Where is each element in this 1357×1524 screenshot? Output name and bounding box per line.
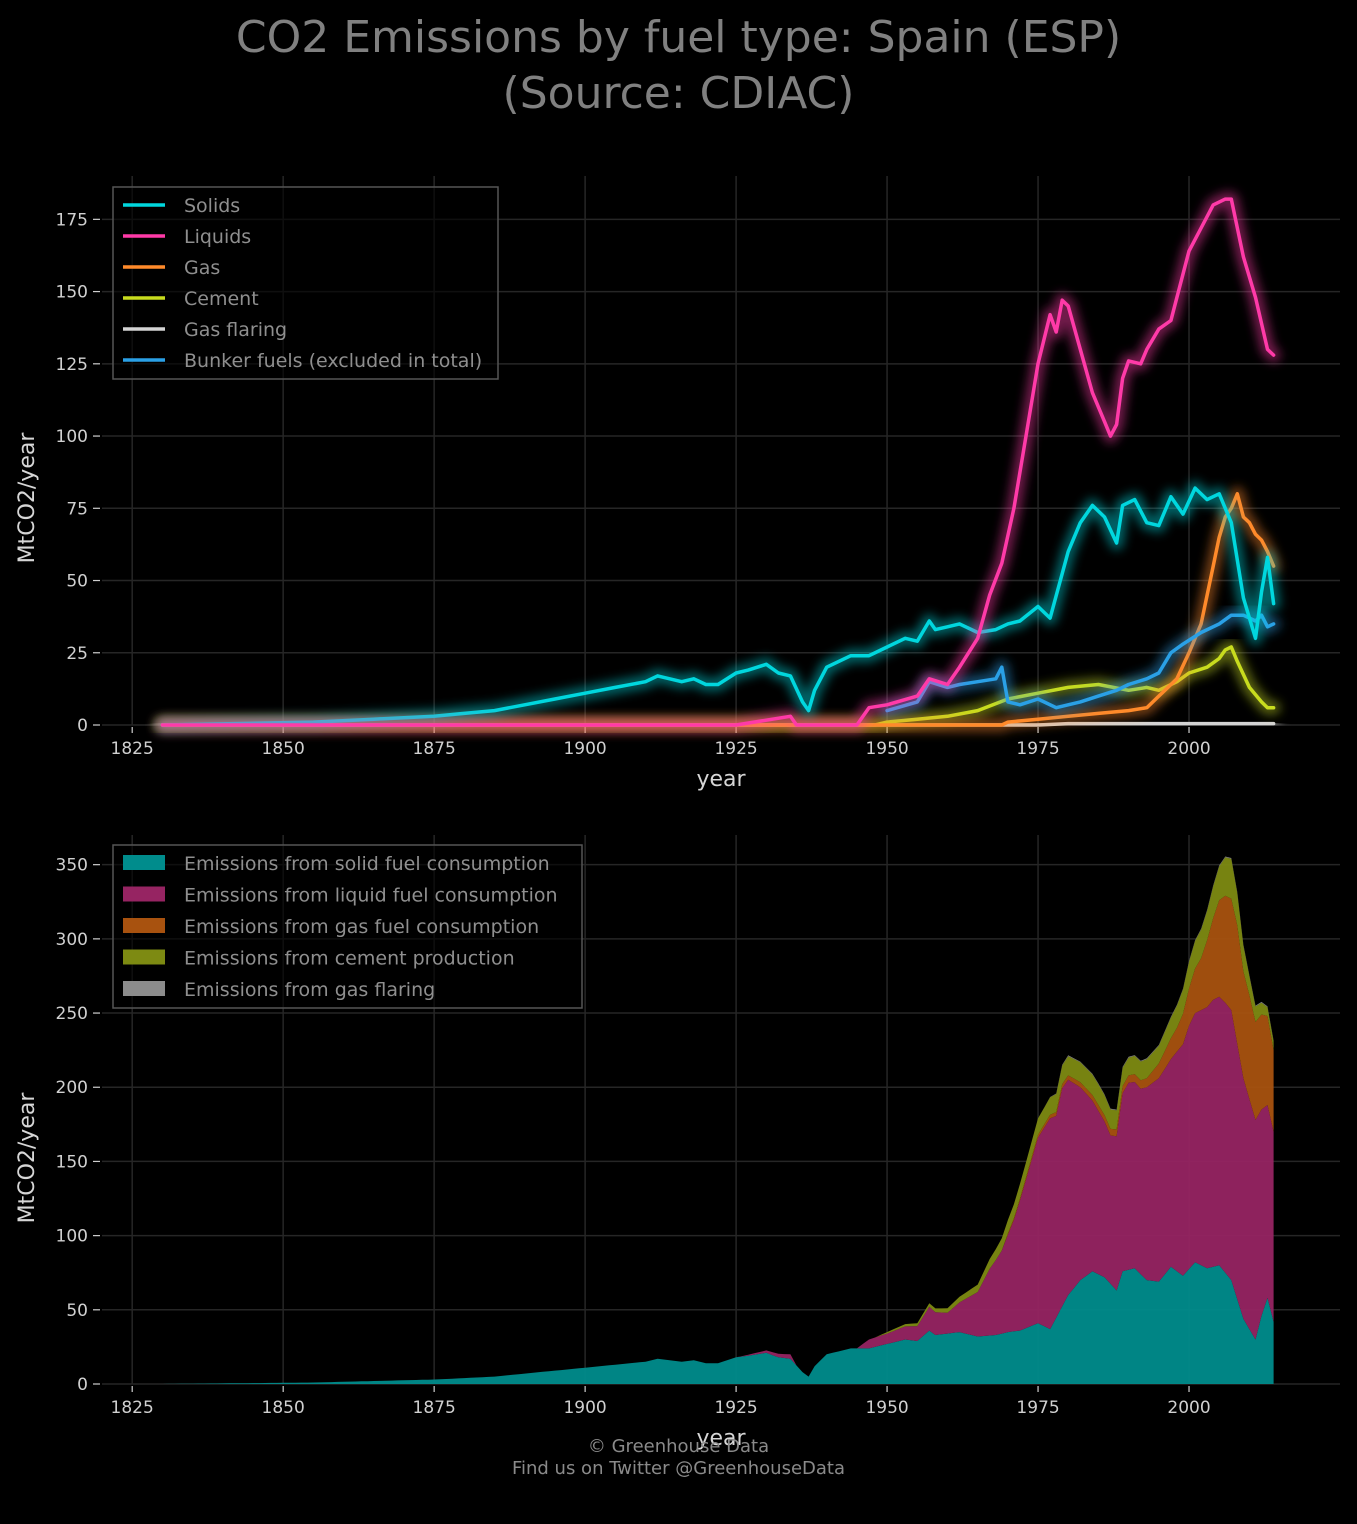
- legend-label: Emissions from gas flaring: [184, 979, 435, 1001]
- x-tick-label: 1975: [1016, 739, 1059, 759]
- y-tick-label: 100: [56, 1227, 88, 1247]
- legend-label: Bunker fuels (excluded in total): [184, 350, 482, 372]
- legend-box: [112, 186, 499, 380]
- x-tick-label: 1925: [714, 739, 757, 759]
- y-tick-label: 50: [66, 1301, 88, 1321]
- footer-copyright: © Greenhouse Data: [587, 1436, 770, 1457]
- y-tick-label: 50: [66, 572, 88, 592]
- y-tick-label: 175: [56, 210, 88, 230]
- title-line-1: CO2 Emissions by fuel type: Spain (ESP): [235, 12, 1122, 63]
- series-gas-line: [155, 486, 1281, 732]
- x-tick-label: 2000: [1167, 739, 1210, 759]
- y-axis-label: MtCO2/year: [15, 1092, 40, 1224]
- legend-label: Emissions from cement production: [184, 948, 515, 970]
- line-path: [160, 492, 1276, 727]
- legend-label: Emissions from liquid fuel consumption: [184, 885, 558, 907]
- legend-label: Liquids: [184, 226, 251, 248]
- legend-label: Solids: [184, 195, 240, 217]
- x-tick-label: 1925: [714, 1398, 757, 1418]
- legend-label: Emissions from solid fuel consumption: [184, 853, 550, 875]
- series-liquids-line: [155, 192, 1281, 732]
- legend-swatch: [123, 855, 165, 870]
- y-tick-label: 250: [56, 1004, 88, 1024]
- title-line-2: (Source: CDIAC): [502, 68, 855, 119]
- y-tick-label: 0: [77, 1375, 88, 1395]
- y-tick-label: 150: [56, 283, 88, 303]
- series-cement-line: [155, 640, 1281, 732]
- chart-title: CO2 Emissions by fuel type: Spain (ESP) …: [0, 10, 1357, 122]
- legend-swatch: [123, 949, 165, 965]
- line-path: [885, 613, 1276, 713]
- area-solid: [162, 1262, 1274, 1384]
- x-tick-label: 1950: [865, 1398, 908, 1418]
- legend-label: Cement: [184, 288, 259, 310]
- line-path: [160, 486, 1276, 727]
- x-tick-label: 1900: [563, 739, 606, 759]
- stacked-area-chart: 1825 1850 1875 1900 1925 1950 1975 2000 0 50 100 15…: [15, 835, 1340, 1451]
- x-axis-label: year: [696, 767, 746, 792]
- x-tick-label: 2000: [1167, 1398, 1210, 1418]
- y-tick-label: 100: [56, 427, 88, 447]
- x-tick-label: 1850: [262, 739, 305, 759]
- x-tick-label: 1900: [563, 1398, 606, 1418]
- y-tick-label: 150: [56, 1152, 88, 1172]
- legend-swatch: [123, 918, 165, 933]
- x-tick-label: 1825: [111, 1398, 154, 1418]
- legend-label: Emissions from gas fuel consumption: [184, 916, 539, 938]
- y-tick-label: 125: [56, 355, 88, 375]
- y-tick-label: 0: [77, 716, 88, 736]
- y-tick-label: 350: [56, 856, 88, 876]
- x-tick-label: 1975: [1016, 1398, 1059, 1418]
- x-tick-label: 1850: [262, 1398, 305, 1418]
- x-tick-label: 1950: [865, 739, 908, 759]
- x-axis-label: year: [696, 1426, 746, 1451]
- line-chart: 1825 1850 1875 1900 1925 1950 1975 2000 0 25 50 75 1…: [15, 176, 1340, 792]
- x-tick-label: 1875: [413, 739, 456, 759]
- y-axis-label: MtCO2/year: [15, 432, 40, 564]
- y-tick-label: 300: [56, 930, 88, 950]
- footer-twitter: Find us on Twitter @GreenhouseData: [511, 1458, 846, 1479]
- area-cement: [162, 857, 1274, 1384]
- y-tick-label: 200: [56, 1078, 88, 1098]
- area-liquid: [162, 996, 1274, 1384]
- legend-label: Gas: [184, 257, 220, 279]
- line-path: [160, 197, 1276, 727]
- y-tick-label: 75: [66, 499, 88, 519]
- series-solids-line: [155, 481, 1281, 732]
- legend-box: [112, 844, 583, 1009]
- footer: © Greenhouse Data Find us on Twitter @Gr…: [0, 1436, 1357, 1480]
- x-tick-label: 1875: [413, 1398, 456, 1418]
- legend-label: Gas flaring: [184, 319, 287, 341]
- x-tick-label: 1825: [111, 739, 154, 759]
- y-tick-label: 25: [66, 644, 88, 664]
- legend-swatch: [123, 886, 165, 902]
- series-bunker-line: [880, 608, 1281, 718]
- line-path: [160, 645, 1276, 727]
- legend-swatch: [123, 981, 165, 996]
